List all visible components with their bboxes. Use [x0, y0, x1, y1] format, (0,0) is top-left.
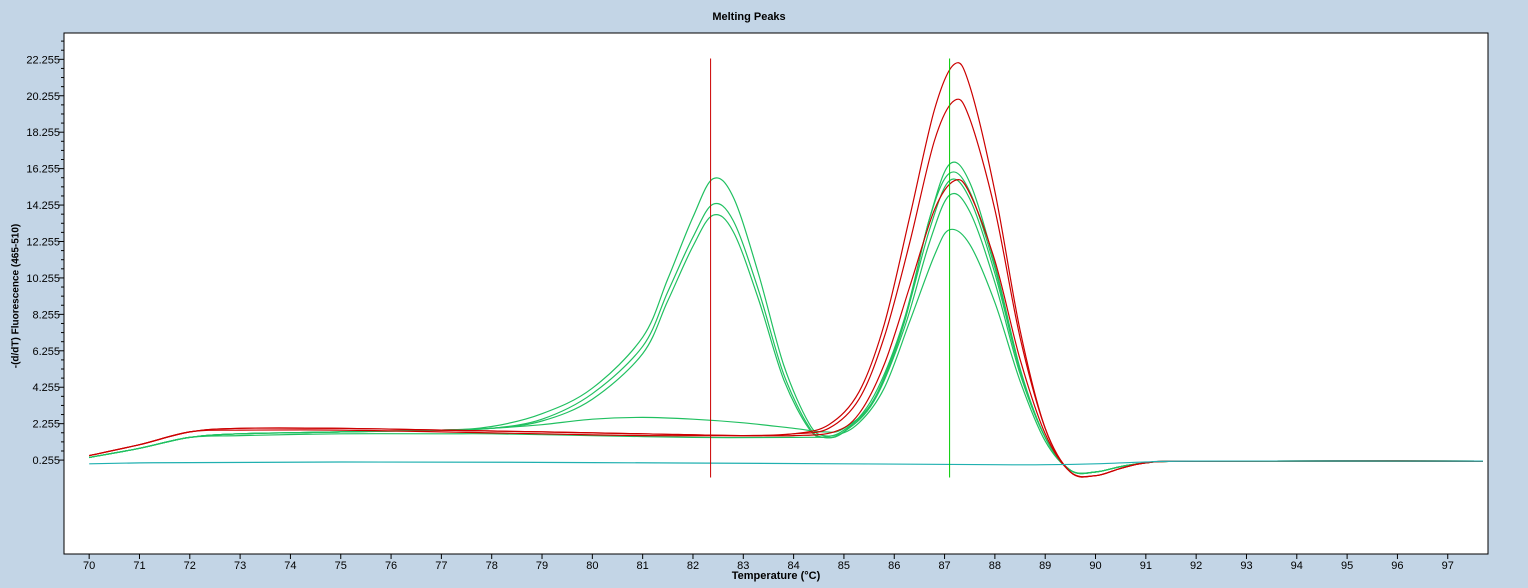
- series-layer: [89, 62, 1484, 478]
- x-tick-label: 93: [1240, 560, 1252, 572]
- x-tick-label: 88: [989, 560, 1001, 572]
- series-line: [89, 178, 1484, 478]
- x-axis-title: Temperature (°C): [731, 570, 821, 582]
- x-tick-label: 79: [536, 560, 548, 572]
- series-line: [89, 460, 1484, 466]
- x-tick-label: 73: [234, 560, 246, 572]
- x-tick-label: 77: [435, 560, 447, 572]
- marker-layer: [710, 58, 951, 478]
- x-tick-label: 84: [787, 560, 799, 572]
- x-tick-label: 96: [1391, 560, 1403, 572]
- y-tick-label: 0.255: [32, 455, 60, 467]
- y-tick-label: 20.255: [26, 91, 60, 103]
- x-tick-label: 97: [1442, 560, 1454, 572]
- y-tick-label: 14.255: [26, 200, 60, 212]
- x-axis: 70 71 72 73 74 75 76 77 78 79 80 81 82 83 84 85 86 87 88 89…: [83, 554, 1454, 572]
- x-tick-label: 83: [737, 560, 749, 572]
- x-tick-label: 87: [938, 560, 950, 572]
- y-tick-label: 18.255: [26, 127, 60, 139]
- series-line: [89, 228, 1484, 474]
- y-tick-label: 22.255: [26, 54, 60, 66]
- x-tick-label: 71: [133, 560, 145, 572]
- y-tick-label: 12.255: [26, 236, 60, 248]
- x-tick-label: 70: [83, 560, 95, 572]
- x-tick-label: 90: [1089, 560, 1101, 572]
- y-tick-label: 16.255: [26, 164, 60, 176]
- x-tick-label: 75: [335, 560, 347, 572]
- x-tick-label: 81: [637, 560, 649, 572]
- x-tick-label: 82: [687, 560, 699, 572]
- x-tick-label: 94: [1291, 560, 1303, 572]
- x-tick-label: 91: [1140, 560, 1152, 572]
- y-tick-label: 10.255: [26, 273, 60, 285]
- x-tick-label: 74: [284, 560, 296, 572]
- x-tick-label: 76: [385, 560, 397, 572]
- x-tick-label: 85: [838, 560, 850, 572]
- y-tick-label: 8.255: [32, 309, 60, 321]
- x-tick-label: 80: [586, 560, 598, 572]
- plot-area: [63, 32, 1489, 555]
- x-tick-label: 78: [486, 560, 498, 572]
- x-tick-label: 92: [1190, 560, 1202, 572]
- y-tick-label: 2.255: [32, 419, 60, 431]
- x-tick-label: 72: [184, 560, 196, 572]
- x-tick-label: 86: [888, 560, 900, 572]
- x-tick-label: 95: [1341, 560, 1353, 572]
- chart-title: Melting Peaks: [712, 11, 786, 23]
- y-axis: 0.255 2.255 4.255 6.255 8.255 10.255 12.255 14.…: [26, 40, 64, 467]
- x-tick-label: 89: [1039, 560, 1051, 572]
- y-tick-label: 6.255: [32, 346, 60, 358]
- y-tick-label: 4.255: [32, 382, 60, 394]
